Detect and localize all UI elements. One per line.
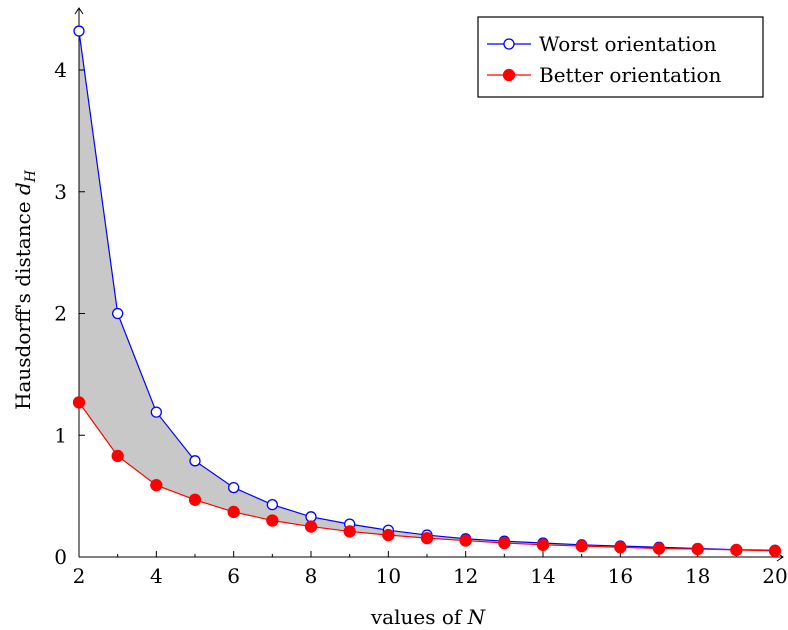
data-point	[459, 534, 472, 547]
series-layer	[72, 25, 782, 558]
data-point	[189, 455, 201, 467]
legend-box	[477, 16, 764, 98]
legend-marker	[503, 38, 515, 50]
y-axis-arrow	[74, 7, 84, 15]
data-point	[112, 307, 124, 320]
data-point	[304, 520, 318, 533]
legend: Worst orientation Better orientation	[477, 16, 764, 98]
series-better-orientation	[72, 396, 782, 558]
data-point	[575, 539, 588, 553]
data-point	[382, 528, 395, 542]
legend-marker	[502, 68, 516, 82]
data-point	[228, 481, 240, 494]
legend-label: Worst orientation	[539, 32, 717, 56]
data-point	[72, 396, 86, 409]
data-point	[188, 493, 202, 506]
data-point	[498, 536, 511, 550]
x-tick-label: 10	[376, 564, 401, 588]
x-tick-label: 14	[530, 564, 555, 588]
data-point	[266, 514, 279, 527]
data-point	[305, 511, 317, 523]
x-tick-label: 2	[73, 564, 86, 588]
y-tick-label: 0	[54, 545, 67, 569]
data-point	[227, 505, 240, 519]
data-point	[150, 479, 163, 492]
data-point	[266, 498, 278, 511]
data-point	[652, 542, 666, 555]
y-tick-label: 4	[54, 58, 67, 82]
x-tick-label: 16	[608, 564, 633, 588]
x-axis-label: values of N	[370, 605, 487, 629]
data-point	[536, 538, 550, 551]
x-tick-label: 6	[227, 564, 240, 588]
y-tick-label: 1	[54, 423, 67, 447]
legend-label: Better orientation	[539, 63, 722, 87]
data-point	[73, 25, 85, 37]
data-point	[420, 531, 434, 545]
y-tick-label: 3	[54, 180, 67, 204]
data-point	[614, 541, 627, 554]
data-point	[150, 406, 162, 418]
data-point	[343, 525, 356, 538]
data-point	[768, 544, 782, 558]
y-axis-label: Hausdorff's distance dH	[11, 169, 39, 410]
y-tick-label: 2	[54, 302, 67, 326]
data-point	[730, 543, 743, 557]
fill-between-area	[79, 31, 775, 551]
data-point	[691, 542, 704, 556]
x-tick-label: 20	[762, 564, 787, 588]
fill-region	[79, 31, 775, 551]
x-tick-label: 18	[685, 564, 710, 588]
data-point	[111, 449, 124, 463]
x-tick-label: 8	[305, 564, 318, 588]
x-tick-label: 12	[453, 564, 478, 588]
x-tick-label: 4	[150, 564, 163, 588]
